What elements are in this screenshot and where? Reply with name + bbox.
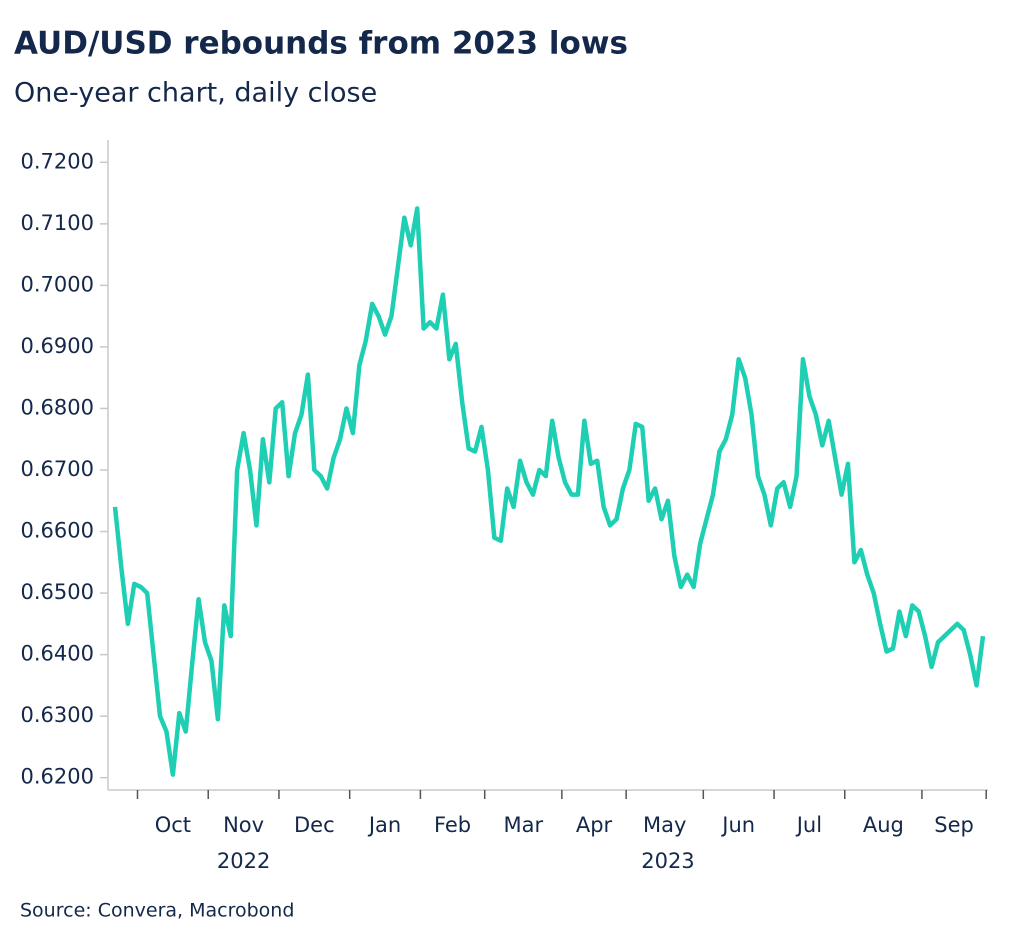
- y-tick-label: 0.7200: [21, 149, 94, 173]
- x-tick-label: May: [643, 813, 686, 837]
- y-tick-label: 0.7000: [21, 272, 94, 296]
- x-tick-label: Jun: [720, 813, 755, 837]
- y-tick-label: 0.6500: [21, 580, 94, 604]
- year-label: 2023: [641, 849, 694, 873]
- y-tick-label: 0.6400: [21, 642, 94, 666]
- x-tick-label: Mar: [503, 813, 543, 837]
- y-tick-label: 0.6700: [21, 457, 94, 481]
- y-tick-label: 0.6600: [21, 519, 94, 543]
- chart-title: AUD/USD rebounds from 2023 lows: [14, 26, 628, 62]
- y-tick-label: 0.6300: [21, 703, 94, 727]
- y-tick-label: 0.6200: [21, 765, 94, 789]
- x-tick-label: Nov: [223, 813, 264, 837]
- data-line: [112, 206, 986, 777]
- x-tick-label: Oct: [155, 813, 191, 837]
- x-tick-label: Aug: [863, 813, 904, 837]
- x-tick-label: Feb: [434, 813, 471, 837]
- y-tick-label: 0.7100: [21, 211, 94, 235]
- year-label: 2022: [217, 849, 270, 873]
- y-tick-label: 0.6900: [21, 334, 94, 358]
- x-tick-label: Jul: [795, 813, 822, 837]
- x-tick-label: Sep: [934, 813, 974, 837]
- source-note: Source: Convera, Macrobond: [20, 900, 294, 922]
- x-tick-label: Jan: [367, 813, 401, 837]
- x-tick-label: Apr: [576, 813, 613, 837]
- y-tick-label: 0.6800: [21, 395, 94, 419]
- chart-subtitle: One-year chart, daily close: [14, 78, 377, 109]
- x-tick-label: Dec: [294, 813, 335, 837]
